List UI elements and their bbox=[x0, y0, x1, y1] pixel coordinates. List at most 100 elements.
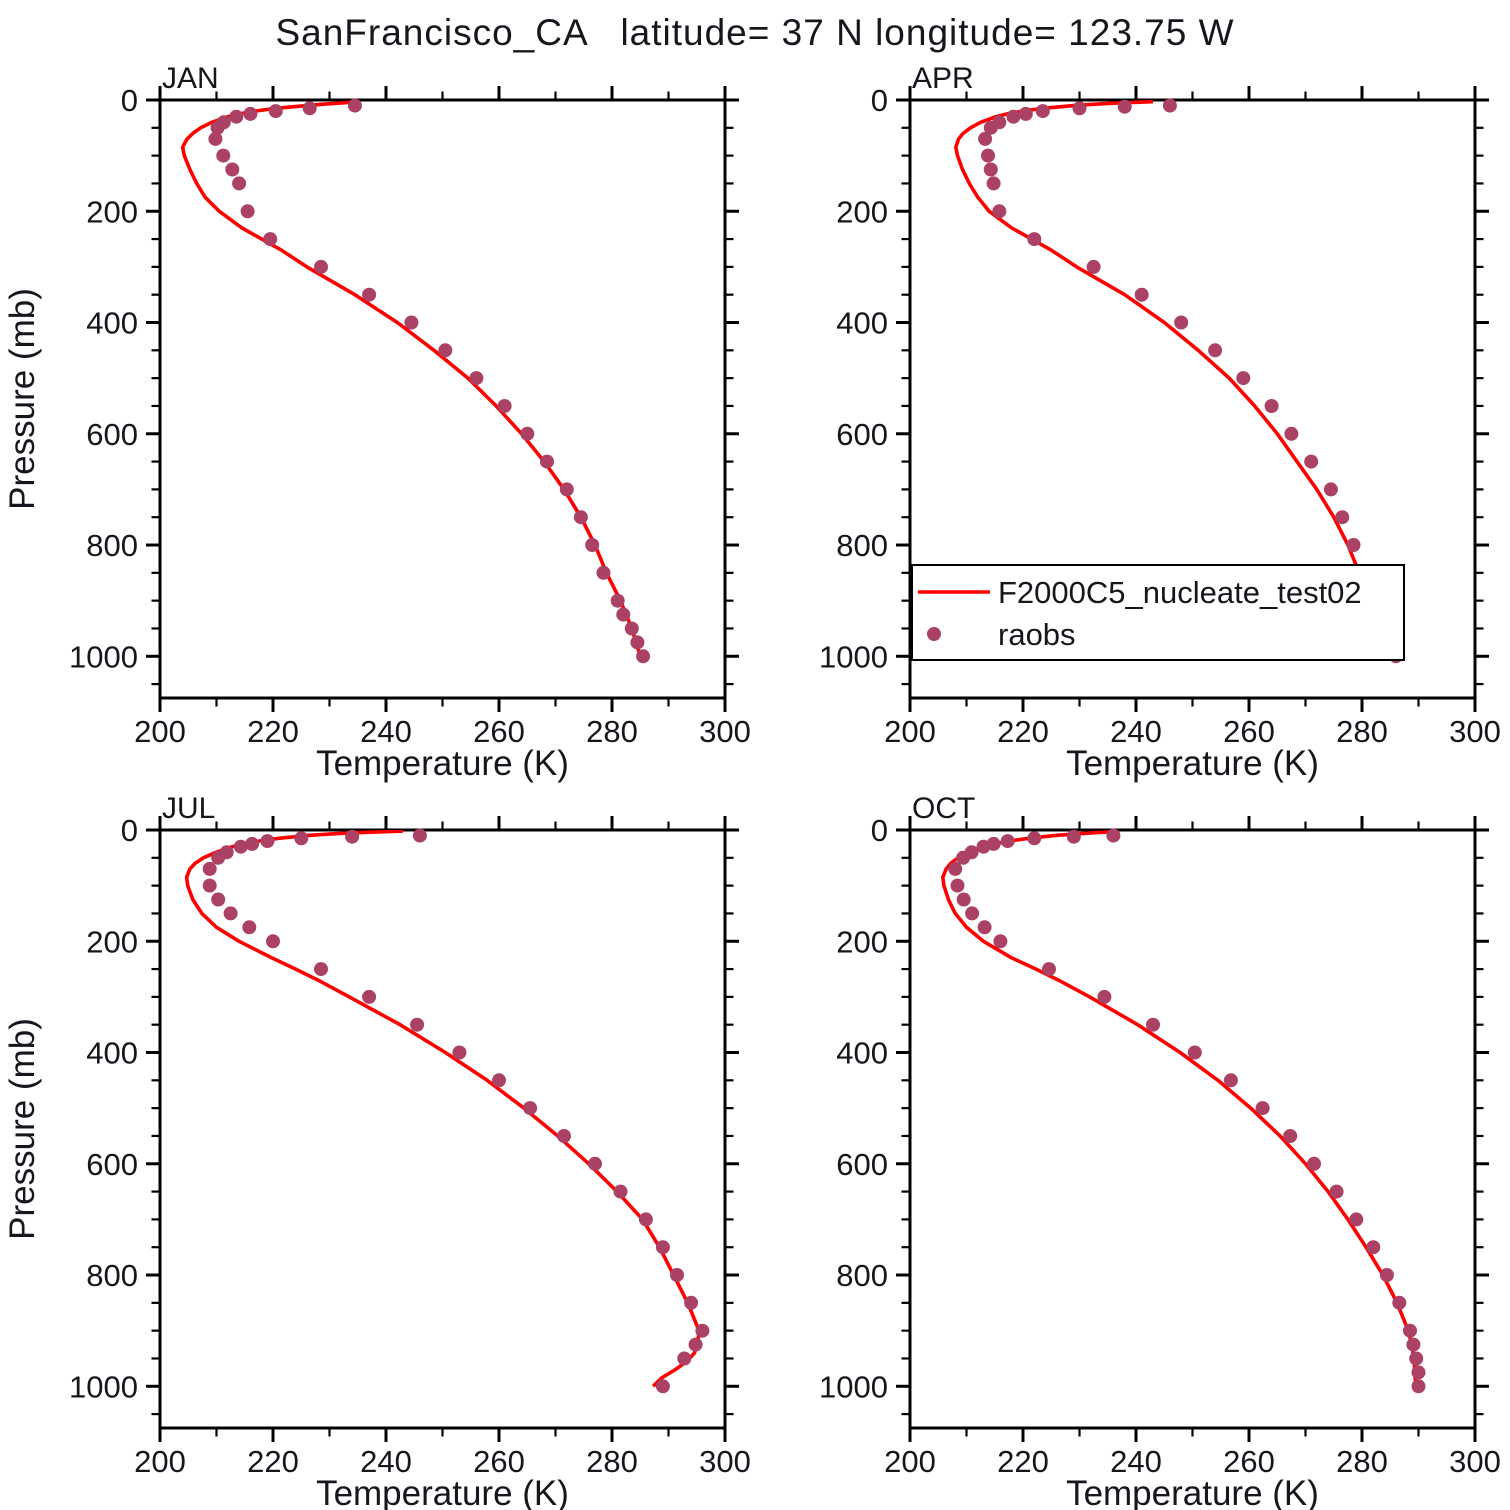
obs-point bbox=[245, 836, 260, 851]
obs-point bbox=[347, 98, 362, 113]
x-tick-label: 240 bbox=[360, 1444, 412, 1479]
obs-point bbox=[410, 1017, 425, 1032]
obs-point bbox=[469, 371, 484, 386]
obs-points bbox=[202, 828, 710, 1394]
obs-point bbox=[684, 1295, 699, 1310]
obs-point bbox=[610, 593, 625, 608]
plot-frame bbox=[908, 828, 1477, 1430]
x-tick-label: 260 bbox=[1223, 714, 1275, 749]
obs-point bbox=[1379, 1268, 1394, 1282]
obs-point bbox=[1329, 1184, 1344, 1199]
obs-point bbox=[302, 101, 317, 116]
x-tick-label: 200 bbox=[884, 1444, 936, 1479]
obs-point bbox=[655, 1240, 670, 1255]
obs-point bbox=[1346, 538, 1361, 552]
obs-point bbox=[202, 878, 217, 893]
obs-point bbox=[1366, 1240, 1381, 1255]
panel-month-label: JAN bbox=[162, 62, 219, 95]
obs-point bbox=[992, 115, 1007, 130]
x-tick-label: 300 bbox=[1449, 714, 1501, 749]
obs-point bbox=[1208, 343, 1223, 358]
obs-point bbox=[243, 106, 258, 121]
obs-point bbox=[1042, 962, 1056, 977]
y-axis-title: Pressure (mb) bbox=[3, 1018, 42, 1240]
model-temperature-line bbox=[940, 830, 1418, 1387]
x-axis-title: Temperature (K) bbox=[1066, 744, 1319, 783]
x-tick-label: 260 bbox=[1223, 1444, 1275, 1479]
obs-point bbox=[677, 1351, 692, 1366]
x-tick-label: 280 bbox=[586, 714, 638, 749]
obs-point bbox=[965, 906, 980, 921]
obs-point bbox=[412, 828, 427, 843]
obs-point bbox=[240, 204, 255, 219]
obs-point bbox=[1335, 510, 1350, 525]
obs-point bbox=[208, 131, 223, 146]
legend-dot-sample bbox=[927, 627, 941, 641]
plot-frame bbox=[158, 98, 727, 700]
obs-point bbox=[232, 176, 247, 191]
obs-point bbox=[1223, 1073, 1238, 1088]
y-tick-label: 1000 bbox=[819, 639, 888, 674]
obs-point bbox=[1162, 98, 1177, 113]
obs-point bbox=[695, 1323, 710, 1338]
x-axis-title: Temperature (K) bbox=[1066, 1474, 1319, 1510]
obs-point bbox=[981, 148, 995, 163]
y-tick-label: 0 bbox=[121, 83, 138, 118]
obs-point bbox=[362, 287, 377, 302]
obs-point bbox=[225, 162, 240, 177]
y-tick-label: 400 bbox=[836, 306, 888, 341]
obs-point bbox=[314, 962, 328, 977]
obs-point bbox=[223, 906, 238, 921]
obs-point bbox=[404, 315, 419, 330]
obs-point bbox=[1349, 1212, 1364, 1227]
obs-point bbox=[1066, 829, 1081, 844]
obs-point bbox=[1411, 1365, 1426, 1380]
x-tick-label: 220 bbox=[247, 714, 299, 749]
obs-point bbox=[1000, 834, 1015, 849]
obs-point bbox=[1117, 99, 1132, 114]
panel-month-label: APR bbox=[912, 62, 974, 95]
obs-point bbox=[216, 148, 231, 163]
obs-point bbox=[655, 1379, 670, 1394]
obs-point bbox=[540, 454, 554, 469]
y-tick-label: 0 bbox=[871, 83, 888, 118]
obs-point bbox=[1134, 287, 1149, 302]
y-tick-label: 0 bbox=[121, 813, 138, 848]
obs-point bbox=[362, 989, 377, 1004]
y-tick-label: 1000 bbox=[69, 639, 138, 674]
x-axis-title: Temperature (K) bbox=[316, 1474, 569, 1510]
obs-point bbox=[1406, 1337, 1421, 1352]
obs-point bbox=[268, 104, 283, 119]
obs-point bbox=[977, 920, 992, 935]
obs-points bbox=[208, 98, 651, 664]
obs-point bbox=[452, 1045, 467, 1060]
obs-point bbox=[1174, 315, 1189, 330]
x-tick-label: 220 bbox=[247, 1444, 299, 1479]
x-tick-label: 240 bbox=[1110, 714, 1162, 749]
x-tick-label: 220 bbox=[997, 1444, 1049, 1479]
axis-ticks bbox=[896, 816, 1489, 1442]
obs-point bbox=[588, 1156, 602, 1171]
obs-point bbox=[1255, 1101, 1270, 1116]
obs-point bbox=[294, 831, 309, 846]
obs-point bbox=[992, 204, 1007, 219]
y-tick-label: 200 bbox=[836, 924, 888, 959]
obs-point bbox=[956, 892, 971, 907]
obs-point bbox=[613, 1184, 628, 1199]
y-tick-label: 600 bbox=[86, 417, 138, 452]
legend-model-label: F2000C5_nucleate_test02 bbox=[998, 575, 1362, 610]
obs-point bbox=[559, 482, 574, 497]
x-tick-label: 240 bbox=[360, 714, 412, 749]
plot-frame bbox=[158, 828, 727, 1430]
obs-point bbox=[211, 892, 226, 907]
panel-month-label: OCT bbox=[912, 792, 975, 825]
y-tick-label: 400 bbox=[86, 306, 138, 341]
x-tick-label: 220 bbox=[997, 714, 1049, 749]
obs-point bbox=[624, 621, 639, 636]
panel-jul: 200 220 240 260 280 300 0 200 400 600 800 1000 JUL Te… bbox=[3, 792, 751, 1510]
obs-point bbox=[573, 510, 588, 525]
x-tick-label: 260 bbox=[473, 714, 525, 749]
obs-point bbox=[636, 649, 651, 664]
obs-point bbox=[523, 1101, 538, 1116]
